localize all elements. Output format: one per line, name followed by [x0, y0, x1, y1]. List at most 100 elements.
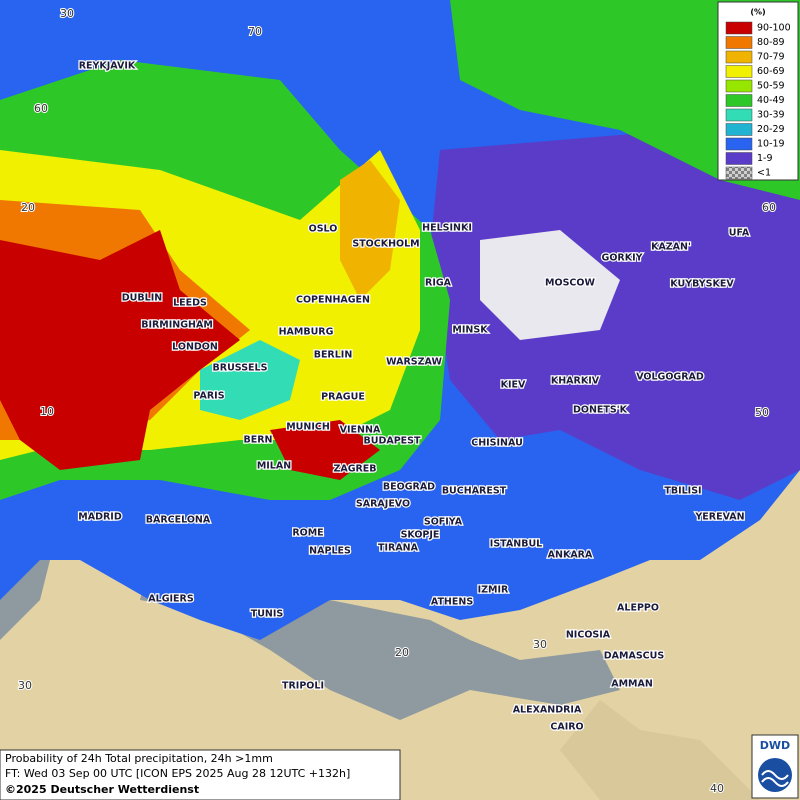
city-label: ALGIERS	[148, 594, 194, 605]
legend-swatch	[725, 50, 753, 64]
city-label: IZMIR	[478, 585, 509, 596]
city-label: BRUSSELS	[213, 363, 268, 374]
city-label: BIRMINGHAM	[141, 320, 213, 331]
city-label: CAIRO	[550, 722, 583, 733]
city-label: COPENHAGEN	[296, 295, 370, 306]
legend-label: 20-29	[757, 124, 785, 135]
city-label: WARSZAW	[386, 357, 442, 368]
graticule-label: 40	[710, 782, 724, 795]
city-label: MUNICH	[286, 422, 330, 433]
legend-swatch	[725, 166, 753, 180]
footer-copyright: ©2025 Deutscher Wetterdienst	[5, 783, 199, 796]
city-label: ALEPPO	[617, 603, 659, 614]
city-label: NAPLES	[309, 546, 351, 557]
graticule-label: 20	[395, 646, 409, 659]
legend-swatch	[725, 65, 753, 78]
legend-label: 50-59	[757, 81, 785, 92]
city-label: PRAGUE	[321, 392, 365, 403]
city-label: GORKIY	[602, 253, 643, 264]
legend-swatch	[725, 79, 753, 93]
city-label: DUBLIN	[122, 293, 162, 304]
city-label: BERN	[244, 435, 273, 446]
legend-items: 90-100 80-89 70-79 60-69 50-59 40-49 30-39 20-2…	[725, 21, 791, 180]
city-label: RIGA	[425, 278, 452, 289]
logo-text: DWD	[760, 739, 790, 752]
city-label: REYKJAVIK	[79, 61, 136, 72]
graticule-label: 50	[755, 406, 769, 419]
graticule-label: 70	[248, 25, 262, 38]
graticule-label: 20	[21, 201, 35, 214]
city-label: KAZAN'	[651, 242, 691, 253]
city-label: VOLGOGRAD	[636, 372, 704, 383]
city-label: KUYBYSKEV	[670, 279, 734, 290]
graticule-label: 30	[533, 638, 547, 651]
city-label: BERLIN	[314, 350, 353, 361]
precipitation-field	[0, 0, 800, 640]
city-label: OSLO	[309, 224, 338, 235]
legend-label: 80-89	[757, 37, 785, 48]
city-label: ATHENS	[431, 597, 473, 608]
city-label: STOCKHOLM	[352, 239, 419, 250]
footer-forecast-time: FT: Wed 03 Sep 00 UTC [ICON EPS 2025 Aug…	[5, 767, 350, 780]
city-label: ALEXANDRIA	[513, 705, 582, 716]
city-label: NICOSIA	[566, 630, 611, 641]
city-label: TRIPOLI	[282, 681, 324, 692]
graticule-label: 60	[762, 201, 776, 214]
legend-label: 90-100	[757, 23, 791, 34]
city-label: MADRID	[78, 512, 122, 523]
graticule-label: 10	[40, 405, 54, 418]
city-label: TIRANA	[378, 543, 419, 554]
graticule-label: 30	[60, 7, 74, 20]
logo: DWD	[751, 734, 799, 799]
legend-swatch	[725, 152, 753, 165]
city-label: KIEV	[501, 380, 526, 391]
city-label: KHARKIV	[551, 376, 600, 387]
city-label: LEEDS	[173, 298, 207, 309]
legend: (%) 90-100 80-89 70-79 60-69 50-59 40-49 30-39…	[717, 1, 799, 181]
city-label: DONETS'K	[573, 405, 628, 416]
footer-product: Probability of 24h Total precipitation, …	[5, 752, 273, 765]
city-label: ISTANBUL	[490, 539, 542, 550]
city-label: HELSINKI	[422, 223, 472, 234]
city-label: ZAGREB	[333, 464, 376, 475]
legend-swatch	[725, 137, 753, 151]
city-label: ROME	[292, 528, 323, 539]
legend-label: 1-9	[757, 153, 773, 164]
legend-swatch	[725, 123, 753, 136]
legend-swatch	[725, 21, 753, 35]
city-label: TUNIS	[251, 609, 284, 620]
legend-title: (%)	[750, 8, 765, 17]
city-label: HAMBURG	[279, 327, 334, 338]
city-label: BARCELONA	[146, 515, 211, 526]
city-label: ANKARA	[548, 550, 593, 561]
legend-swatch	[725, 94, 753, 107]
city-label: MINSK	[452, 325, 488, 336]
legend-label: <1	[757, 168, 771, 179]
city-label: BUDAPEST	[364, 436, 421, 447]
city-label: SARAJEVO	[356, 499, 410, 510]
city-label: BEOGRAD	[383, 482, 435, 493]
city-label: VIENNA	[340, 425, 381, 436]
legend-swatch	[725, 36, 753, 49]
city-label: MOSCOW	[545, 278, 595, 289]
city-label: BUCHAREST	[442, 486, 507, 497]
city-label: MILAN	[257, 461, 291, 472]
legend-label: 60-69	[757, 66, 785, 77]
legend-swatch	[725, 108, 753, 122]
city-label: DAMASCUS	[604, 651, 665, 662]
city-label: PARIS	[193, 391, 224, 402]
graticule-labels: 30 70 60 20 10 60 50 20 30 30 40	[17, 6, 777, 796]
legend-label: 70-79	[757, 52, 785, 63]
city-label: TBILISI	[664, 486, 701, 497]
legend-label: 40-49	[757, 95, 785, 106]
city-label: LONDON	[172, 342, 218, 353]
city-label: SOFIYA	[424, 517, 463, 528]
city-label: AMMAN	[611, 679, 653, 690]
footer: Probability of 24h Total precipitation, …	[0, 749, 401, 800]
graticule-label: 60	[34, 102, 48, 115]
graticule-label: 30	[18, 679, 32, 692]
city-label: CHISINAU	[471, 438, 523, 449]
